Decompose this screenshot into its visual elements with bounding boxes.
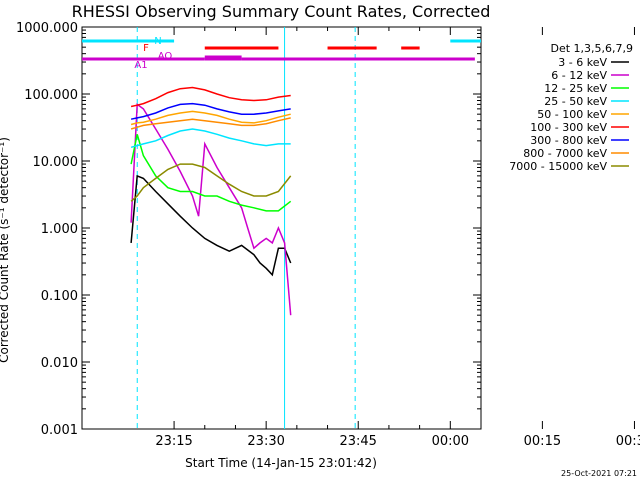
series-line xyxy=(130,174,292,277)
series-line xyxy=(130,102,292,316)
y-tick-label: 10.000 xyxy=(33,155,79,170)
x-tick-label: 23:15 xyxy=(155,434,192,449)
legend-entry: 50 - 100 keV xyxy=(537,108,607,121)
y-tick-label: 1000.000 xyxy=(16,21,78,36)
chart-title: RHESSI Observing Summary Count Rates, Co… xyxy=(72,2,491,21)
series-line xyxy=(130,134,292,212)
series-line xyxy=(130,163,292,202)
x-tick-label: 23:45 xyxy=(339,434,376,449)
series-line xyxy=(130,128,291,149)
x-axis-label: Start Time (14-Jan-15 23:01:42) xyxy=(185,456,377,470)
legend-entry: 800 - 7000 keV xyxy=(523,147,607,160)
flag-label: F xyxy=(143,43,149,54)
y-tick-label: 0.010 xyxy=(41,356,78,371)
x-tick-label: 00:00 xyxy=(432,434,469,449)
y-tick-label: 0.100 xyxy=(41,289,78,304)
x-tick-label: 00:15 xyxy=(524,434,561,449)
y-tick-label: 0.001 xyxy=(41,423,78,438)
legend-entry: 100 - 300 keV xyxy=(530,121,607,134)
series-line xyxy=(130,102,291,120)
legend-entry: 300 - 800 keV xyxy=(530,134,607,147)
y-tick-label: 100.000 xyxy=(24,88,78,103)
plot-area: 1000.000 100.000 10.000 1.000 0.100 0.010 0.00… xyxy=(16,21,640,449)
legend-title: Det 1,3,5,6,7,9 xyxy=(550,42,633,55)
series-line xyxy=(130,117,291,130)
flag-label: A1 xyxy=(134,60,147,71)
legend-entry: 25 - 50 keV xyxy=(544,95,607,108)
series-line xyxy=(130,110,291,126)
legend-entry: 7000 - 15000 keV xyxy=(509,160,607,173)
y-tick-label: 1.000 xyxy=(41,222,78,237)
y-axis-label: Corrected Count Rate (s⁻¹ detector⁻¹) xyxy=(0,137,11,363)
footer-date: 25-Oct-2021 07:21 xyxy=(561,469,637,478)
flag-label: N xyxy=(154,36,161,47)
series-line xyxy=(130,86,291,108)
legend-entry: 12 - 25 keV xyxy=(544,82,607,95)
legend-entry: 3 - 6 keV xyxy=(558,56,607,69)
flag-label: AQ xyxy=(158,51,173,62)
x-tick-label: 23:30 xyxy=(247,434,284,449)
x-tick-label: 00:30 xyxy=(616,434,640,449)
legend-entry: 6 - 12 keV xyxy=(551,69,607,82)
